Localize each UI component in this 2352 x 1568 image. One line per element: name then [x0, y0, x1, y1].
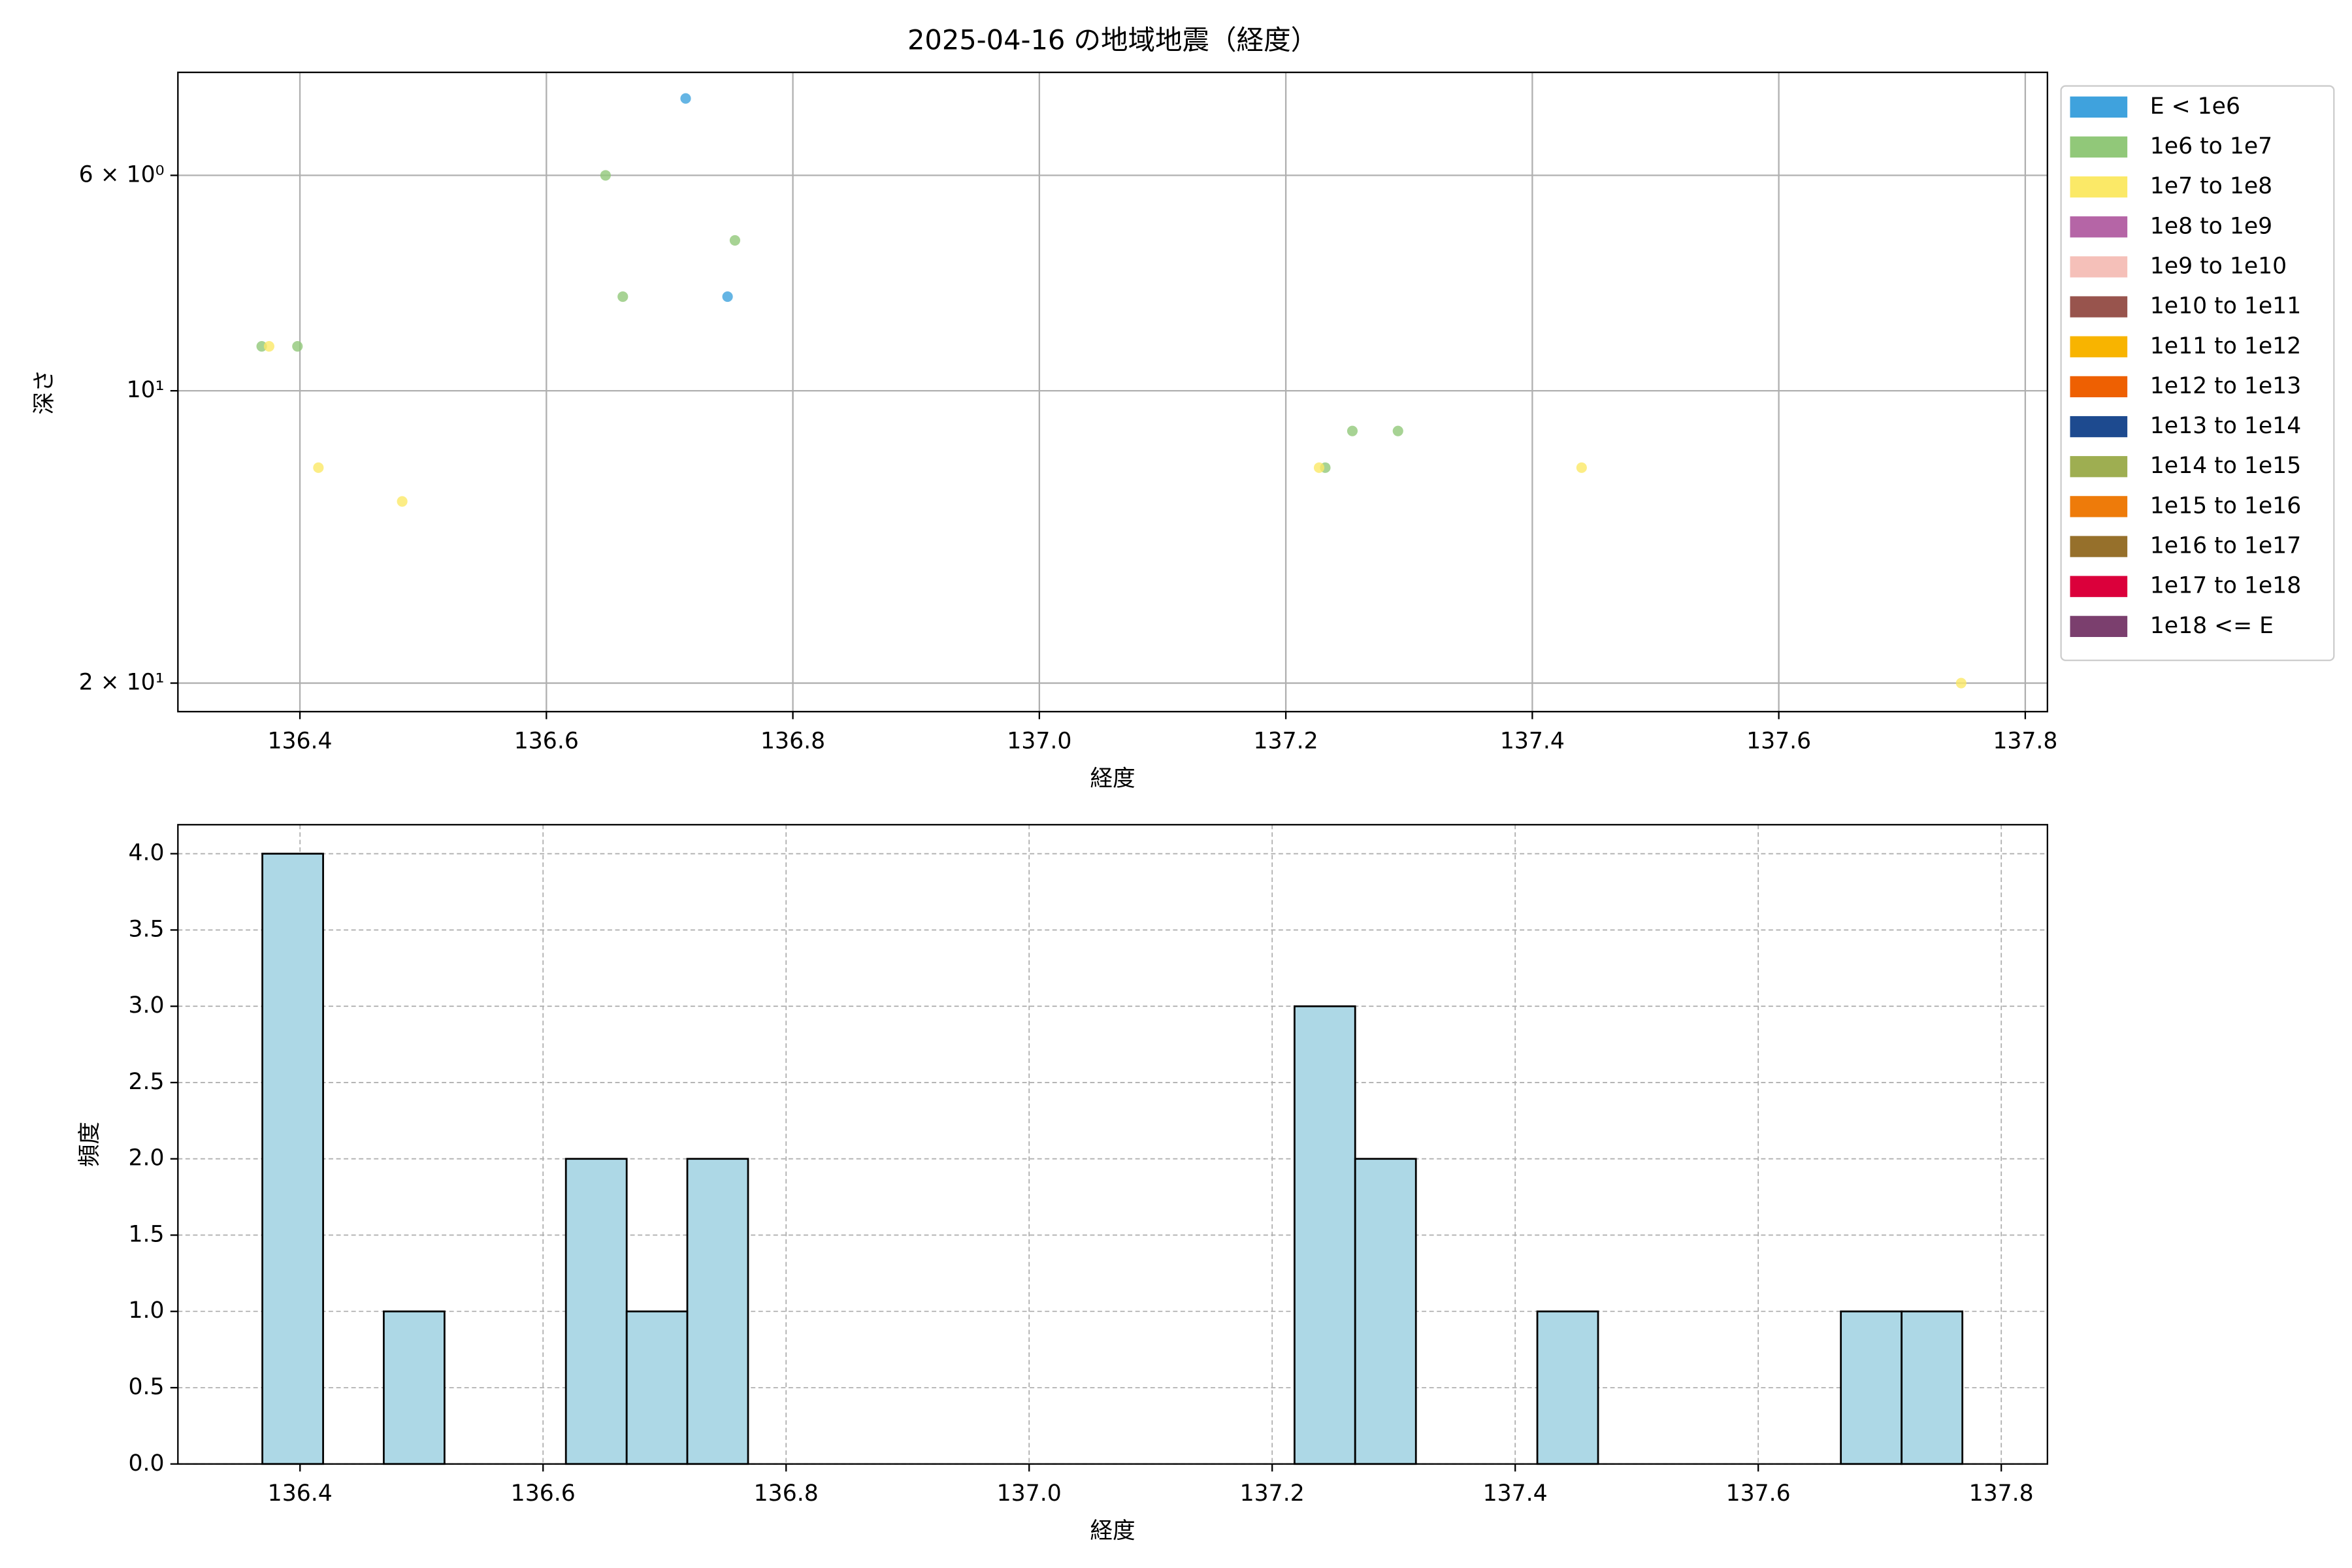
y-tick-label: 4.0 [128, 840, 164, 866]
legend-swatch [2070, 136, 2128, 158]
y-tick-label: 3.0 [128, 992, 164, 1019]
y-axis-label: 深さ [31, 369, 57, 414]
x-tick-label: 137.8 [1993, 728, 2057, 754]
point [1392, 425, 1403, 436]
point [722, 291, 733, 302]
point [313, 462, 324, 473]
legend-label: 1e9 to 1e10 [2150, 253, 2287, 279]
y-tick-label: 0.0 [128, 1450, 164, 1477]
legend-label: 1e13 to 1e14 [2150, 413, 2301, 439]
bar [1840, 1310, 1903, 1465]
x-tick-label: 136.8 [760, 728, 825, 754]
bar [1354, 1158, 1417, 1465]
x-tick-label: 137.2 [1240, 1480, 1305, 1507]
point [397, 496, 408, 507]
legend-label: E < 1e6 [2150, 93, 2240, 120]
point [729, 235, 740, 246]
bar [564, 1158, 628, 1465]
x-tick-label: 136.6 [514, 728, 579, 754]
bar [1294, 1005, 1356, 1465]
legend-label: 1e12 to 1e13 [2150, 373, 2301, 399]
x-tick-label: 136.6 [511, 1480, 576, 1507]
x-tick-label: 137.6 [1726, 1480, 1791, 1507]
legend-label: 1e17 to 1e18 [2150, 573, 2301, 599]
x-tick-label: 137.4 [1500, 728, 1565, 754]
y-tick-label: 2.0 [128, 1145, 164, 1171]
point [263, 341, 274, 352]
legend-label: 1e14 to 1e15 [2150, 453, 2301, 479]
y-tick-label: 0.5 [128, 1374, 164, 1400]
legend-swatch [2070, 536, 2128, 557]
x-tick-label: 137.8 [1969, 1480, 2034, 1507]
point [680, 93, 691, 104]
y-axis-label: 頻度 [76, 1122, 103, 1167]
x-tick-label: 137.0 [997, 1480, 1062, 1507]
point [600, 170, 611, 181]
x-tick-label: 137.0 [1007, 728, 1071, 754]
legend-swatch [2070, 496, 2128, 517]
x-axis-label: 経度 [1090, 766, 1135, 792]
bar [1901, 1310, 1964, 1465]
legend-box [2060, 85, 2335, 661]
legend-label: 1e15 to 1e16 [2150, 493, 2301, 519]
point [1347, 425, 1358, 436]
chart-title: 2025-04-16 の地域地震（経度） [907, 24, 1318, 56]
y-tick-label: 2.5 [128, 1069, 164, 1095]
x-tick-label: 136.4 [268, 728, 333, 754]
bar [1536, 1310, 1599, 1465]
legend-label: 1e16 to 1e17 [2150, 533, 2301, 559]
legend-swatch [2070, 296, 2128, 318]
point [1313, 462, 1325, 473]
legend-swatch [2070, 576, 2128, 597]
legend-swatch [2070, 176, 2128, 198]
legend-swatch [2070, 96, 2128, 118]
x-tick-label: 136.4 [268, 1480, 333, 1507]
point [1955, 678, 1967, 689]
y-tick-label: 1.5 [128, 1221, 164, 1247]
y-tick-label: 2 × 10¹ [79, 670, 165, 696]
y-tick-label: 10¹ [127, 377, 165, 403]
legend-swatch [2070, 376, 2128, 398]
x-tick-label: 136.8 [754, 1480, 819, 1507]
x-tick-label: 137.2 [1254, 728, 1318, 754]
bar [261, 853, 324, 1465]
legend-swatch [2070, 615, 2128, 637]
point [256, 341, 267, 352]
legend-label: 1e8 to 1e9 [2150, 213, 2272, 239]
point [617, 291, 629, 302]
legend-swatch [2070, 256, 2128, 278]
bar [625, 1310, 689, 1465]
legend-label: 1e10 to 1e11 [2150, 293, 2301, 319]
plot-frame [177, 824, 2048, 1465]
point [1576, 462, 1587, 473]
y-tick-label: 3.5 [128, 916, 164, 942]
legend-swatch [2070, 416, 2128, 438]
legend-swatch [2070, 456, 2128, 478]
legend-label: 1e6 to 1e7 [2150, 133, 2272, 159]
bar [382, 1310, 446, 1465]
legend-label: 1e7 to 1e8 [2150, 173, 2272, 199]
bar [686, 1158, 749, 1465]
y-tick-label: 6 × 10⁰ [79, 161, 165, 188]
x-tick-label: 137.4 [1483, 1480, 1548, 1507]
legend-swatch [2070, 336, 2128, 357]
plot-frame [177, 71, 2048, 713]
legend-swatch [2070, 216, 2128, 238]
legend-label: 1e11 to 1e12 [2150, 333, 2301, 359]
y-tick-label: 1.0 [128, 1298, 164, 1324]
x-tick-label: 137.6 [1746, 728, 1811, 754]
x-axis-label: 経度 [1090, 1518, 1135, 1544]
point [292, 341, 303, 352]
legend-label: 1e18 <= E [2150, 613, 2274, 639]
